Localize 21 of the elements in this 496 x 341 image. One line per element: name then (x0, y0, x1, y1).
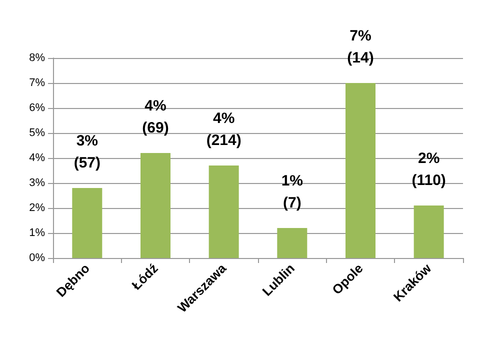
data-label: 7% (14) (347, 28, 374, 66)
y-tick-label: 4% (29, 152, 46, 164)
bar (277, 228, 308, 258)
data-label: 3% (57) (74, 132, 101, 172)
y-tick-label: 1% (29, 227, 46, 239)
data-label: 4% (214) (206, 110, 242, 149)
y-tick-label: 5% (29, 127, 46, 139)
bar (72, 188, 102, 258)
data-label: 4% (69) (142, 98, 169, 136)
y-tick-label: 8% (29, 52, 46, 64)
bar (414, 206, 444, 258)
y-tick-label: 7% (29, 77, 46, 89)
data-label: 2% (110) (412, 150, 446, 189)
data-label: 1% (7) (281, 172, 304, 212)
bar (346, 83, 376, 258)
y-tick-label: 0% (29, 252, 46, 264)
y-tick-label: 3% (29, 177, 46, 189)
y-tick-label: 2% (29, 202, 46, 214)
bar (208, 166, 239, 258)
bar (140, 153, 170, 258)
y-tick-label: 6% (29, 102, 46, 114)
